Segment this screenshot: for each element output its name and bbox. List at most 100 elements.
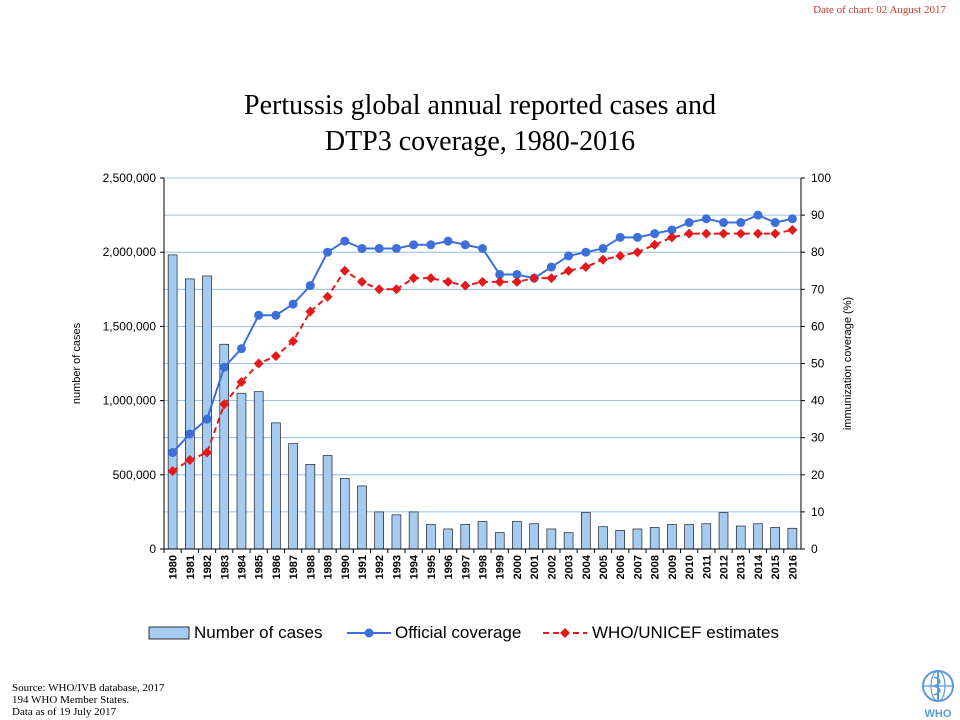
point-estimate-2010 xyxy=(684,228,695,239)
x-tick-label-1995: 1995 xyxy=(426,555,438,579)
point-estimate-2002 xyxy=(546,273,557,284)
y-axis-right-title: immunization coverage (%) xyxy=(842,297,854,430)
x-tick-label-2015: 2015 xyxy=(770,555,782,579)
point-official-2009 xyxy=(667,225,677,235)
point-official-1983 xyxy=(219,362,229,372)
x-tick-label-1985: 1985 xyxy=(254,555,266,579)
bar-cases-2002 xyxy=(546,528,557,550)
y-right-tick-label: 10 xyxy=(811,505,825,519)
x-tick-label-1980: 1980 xyxy=(168,555,180,579)
point-estimate-1987 xyxy=(288,336,299,347)
bar-cases-1981 xyxy=(185,278,195,550)
x-tick-label-1991: 1991 xyxy=(357,555,369,579)
y-left-tick-label: 1,500,000 xyxy=(103,319,157,333)
bar-cases-1988 xyxy=(305,464,316,550)
point-estimate-1989 xyxy=(322,291,333,302)
source-note: Source: WHO/IVB database, 2017 194 WHO M… xyxy=(12,682,165,718)
x-tick-label-2010: 2010 xyxy=(684,555,696,579)
point-estimate-1996 xyxy=(443,276,454,287)
x-tick-label-2014: 2014 xyxy=(753,554,765,579)
bar-cases-1990 xyxy=(339,478,350,550)
x-tick-label-1992: 1992 xyxy=(374,555,386,579)
point-estimate-1993 xyxy=(391,284,402,295)
y-right-tick-label: 20 xyxy=(811,468,825,482)
bar-cases-1997 xyxy=(460,524,471,550)
x-tick-label-2016: 2016 xyxy=(787,555,799,579)
point-estimate-1982 xyxy=(202,447,213,458)
x-tick-label-2005: 2005 xyxy=(598,555,610,579)
point-estimate-2011 xyxy=(701,228,712,239)
point-estimate-2015 xyxy=(770,228,781,239)
point-official-1996 xyxy=(443,236,453,246)
bar-cases-2004 xyxy=(581,512,591,550)
point-official-2016 xyxy=(787,214,797,224)
x-tick-label-2008: 2008 xyxy=(650,555,662,579)
point-estimate-1992 xyxy=(374,284,385,295)
x-tick-label-1996: 1996 xyxy=(443,555,455,579)
source-line-3: Data as of 19 July 2017 xyxy=(12,706,117,718)
x-tick-label-2001: 2001 xyxy=(529,555,541,579)
x-tick-label-1982: 1982 xyxy=(202,555,214,579)
bar-cases-1986 xyxy=(271,422,281,550)
point-official-2006 xyxy=(615,232,625,242)
point-official-1989 xyxy=(323,247,333,257)
point-official-2015 xyxy=(770,218,780,228)
y-right-tick-label: 70 xyxy=(811,282,825,296)
bar-cases-2000 xyxy=(512,521,522,550)
x-tick-label-1987: 1987 xyxy=(288,555,300,579)
point-estimate-2001 xyxy=(529,273,540,284)
bar-cases-2014 xyxy=(753,523,763,550)
bar-cases-1999 xyxy=(494,532,505,550)
bar-cases-1995 xyxy=(426,524,436,550)
point-official-2010 xyxy=(684,218,694,228)
bar-cases-2005 xyxy=(598,526,608,550)
point-official-2007 xyxy=(632,232,642,242)
who-logo-text: WHO xyxy=(925,708,952,720)
y-left-tick-label: 2,500,000 xyxy=(103,171,157,185)
point-official-2004 xyxy=(581,247,591,257)
point-estimate-2016 xyxy=(787,224,798,235)
bar-cases-2008 xyxy=(649,527,660,550)
bar-cases-2003 xyxy=(563,532,574,550)
x-tick-label-1986: 1986 xyxy=(271,555,283,579)
point-estimate-1983 xyxy=(219,399,230,410)
point-official-1986 xyxy=(271,310,281,320)
point-official-1991 xyxy=(357,243,367,253)
bar-cases-2016 xyxy=(787,527,798,550)
point-official-2002 xyxy=(546,262,556,272)
y-right-tick-label: 30 xyxy=(811,431,825,445)
bar-cases-2010 xyxy=(684,524,694,550)
bar-cases-2006 xyxy=(615,530,626,550)
point-estimate-1991 xyxy=(356,276,367,287)
x-tick-label-2000: 2000 xyxy=(512,555,524,579)
x-tick-label-1981: 1981 xyxy=(185,555,197,579)
bar-cases-2011 xyxy=(701,523,712,550)
point-estimate-1985 xyxy=(253,358,264,369)
point-estimate-1998 xyxy=(477,276,488,287)
y-right-tick-label: 100 xyxy=(811,171,831,185)
point-estimate-1994 xyxy=(408,273,419,284)
point-official-1990 xyxy=(340,236,350,246)
bar-cases-1991 xyxy=(357,485,367,550)
x-tick-label-1997: 1997 xyxy=(460,555,472,579)
bar-cases-2012 xyxy=(718,512,729,550)
point-estimate-2014 xyxy=(752,228,763,239)
point-official-1987 xyxy=(288,299,298,309)
point-official-1993 xyxy=(391,243,401,253)
point-official-1981 xyxy=(185,429,195,439)
bar-cases-2009 xyxy=(667,524,677,550)
bar-cases-1980 xyxy=(167,254,178,550)
x-tick-label-1999: 1999 xyxy=(495,555,507,579)
x-tick-label-2011: 2011 xyxy=(701,555,713,579)
point-estimate-2012 xyxy=(718,228,729,239)
bar-cases-1989 xyxy=(322,455,333,550)
point-official-1998 xyxy=(478,243,487,253)
point-official-2008 xyxy=(650,229,660,239)
x-tick-label-1994: 1994 xyxy=(409,554,421,579)
bar-cases-2015 xyxy=(770,527,780,550)
point-estimate-1980 xyxy=(167,466,178,477)
chart-title: Pertussis global annual reported cases a… xyxy=(0,88,960,160)
point-estimate-2008 xyxy=(649,239,660,250)
chart-title-line-2: DTP3 coverage, 1980-2016 xyxy=(324,126,636,157)
who-logo: WHO xyxy=(922,670,954,720)
